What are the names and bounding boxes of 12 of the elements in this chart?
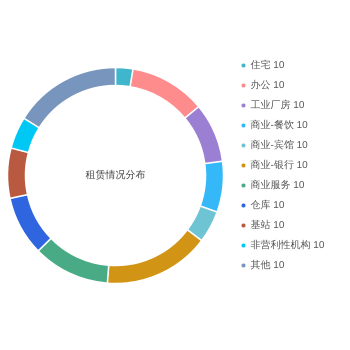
legend-label: 工业厂房 10 (250, 99, 305, 111)
legend-label: 商业-银行 10 (250, 159, 308, 171)
legend-label: 商业-宾馆 10 (250, 139, 308, 151)
legend-label: 商业-餐饮 10 (250, 119, 308, 131)
legend-label: 非营利性机构 10 (250, 239, 325, 251)
legend-label: 基站 10 (250, 219, 285, 231)
legend-label: 仓库 10 (250, 199, 285, 211)
legend-label: 住宅 10 (250, 59, 285, 71)
legend-label: 其他 10 (250, 259, 285, 271)
legend-label: 商业服务 10 (250, 179, 305, 191)
legend-label: 办公 10 (250, 79, 285, 91)
text: 租赁情况分布 (86, 169, 146, 181)
